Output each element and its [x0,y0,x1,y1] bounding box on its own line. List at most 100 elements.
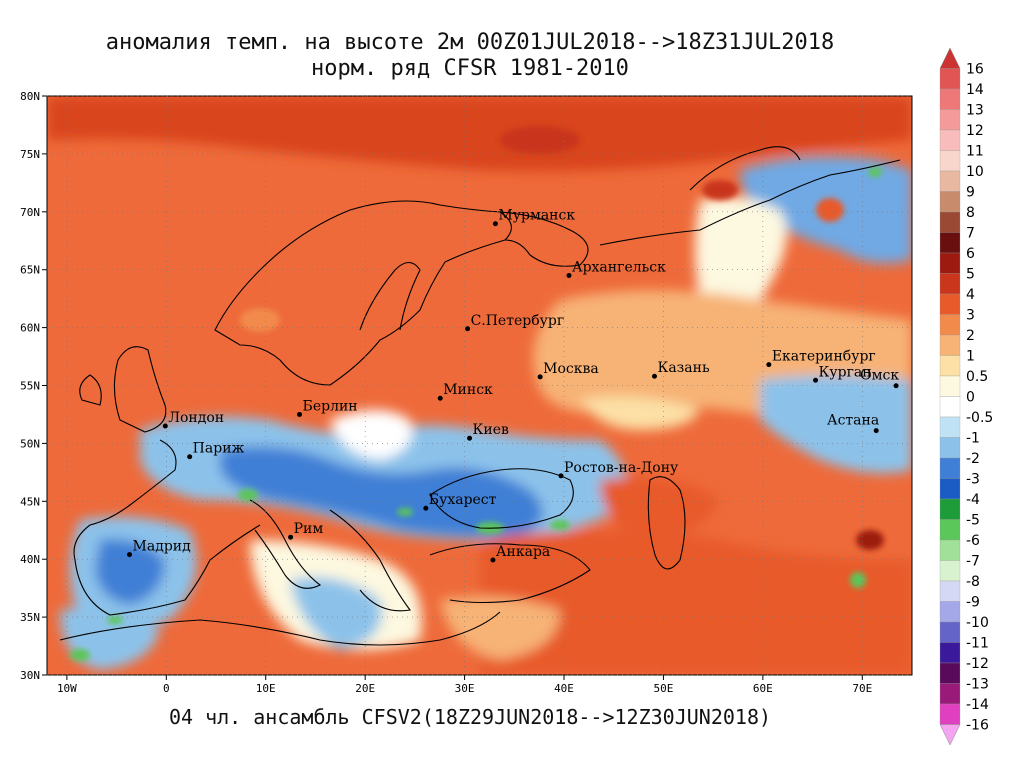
map-title-line-1: аномалия темп. на высоте 2м 00Z01JUL2018… [105,30,835,55]
colorbar-label: 6 [966,246,975,262]
city-label: Берлин [303,398,358,414]
colorbar-swatch [939,683,961,705]
colorbar-label: -10 [966,615,989,631]
lat-tick-label: 60N [20,322,40,335]
colorbar-label: -11 [966,636,989,652]
colorbar-label: 10 [966,164,984,180]
city-label: Мадрид [133,539,192,555]
city-label: Мурманск [498,208,575,224]
colorbar-swatch [939,150,961,172]
colorbar-swatch [939,88,961,110]
colorbar-label: 13 [966,103,984,119]
lat-tick-label: 40N [20,553,40,566]
colorbar-swatch [939,232,961,254]
colorbar-swatch [939,437,961,459]
city-dot [423,505,429,511]
colorbar-label: -6 [966,533,980,549]
colorbar-label: -4 [966,492,980,508]
colorbar-label: -16 [966,718,989,734]
colorbar-swatch [939,621,961,643]
colorbar-label: -1 [966,431,980,447]
city-label: Астана [827,413,879,429]
colorbar-swatch [939,539,961,561]
colorbar-label: 4 [966,287,975,303]
colorbar-swatch [939,334,961,356]
city-label: Омск [860,368,899,384]
colorbar-swatch [939,478,961,500]
city-label: Ростов-на-Дону [564,460,679,476]
colorbar-arrow-bottom [939,724,961,746]
colorbar-swatch [939,662,961,684]
colorbar-label: -13 [966,677,989,693]
colorbar-label: 9 [966,185,975,201]
map-title-line-2: норм. ряд CFSR 1981-2010 [311,56,629,81]
city-dot [813,377,819,383]
city-dot [288,534,294,540]
lat-tick-label: 35N [20,611,40,624]
colorbar-swatch [939,580,961,602]
city-label: Киев [473,422,509,438]
colorbar-swatch [939,252,961,274]
colorbar-label: 3 [966,308,975,324]
colorbar-label: 5 [966,267,975,283]
colorbar-swatch [939,560,961,582]
colorbar-label: 0 [966,390,975,406]
ensemble-footer: 04 чл. ансамбль CFSV2(18Z29JUN2018-->12Z… [168,705,772,729]
colorbar-label: -8 [966,574,980,590]
colorbar-label: 14 [966,82,984,98]
lon-tick-label: 10W [57,682,77,695]
city-dot [437,395,443,401]
colorbar-swatch [939,314,961,336]
city-dot [490,557,496,563]
city-dot [297,411,303,417]
city-dot [127,552,133,558]
colorbar-swatch [939,191,961,213]
colorbar-arrow-top [939,47,961,69]
city-dot [187,454,193,460]
colorbar-swatch [939,396,961,418]
lat-tick-label: 75N [20,148,40,161]
colorbar-swatch [939,170,961,192]
colorbar-label: 2 [966,328,975,344]
city-label: Москва [543,361,599,377]
city-label: Курган [819,364,872,380]
city-label: Бухарест [429,492,497,508]
lat-tick-label: 50N [20,437,40,450]
lon-tick-label: 70E [852,682,872,695]
city-dot [558,473,564,479]
city-dot [492,221,498,227]
colorbar-label: 1 [966,349,975,365]
lat-tick-label: 80N [20,90,40,103]
lat-tick-label: 65N [20,264,40,277]
lon-tick-label: 60E [753,682,773,695]
colorbar-label: -14 [966,697,989,713]
city-markers: Мурманск Архангельск С.Петербург Москва Каза… [127,208,899,563]
colorbar-label: 11 [966,144,984,160]
coastlines [59,146,901,646]
colorbar-swatch [939,703,961,725]
colorbar-swatch [939,375,961,397]
colorbar-label: -9 [966,595,980,611]
city-label: Архангельск [572,259,666,275]
colorbar-label: -2 [966,451,980,467]
city-label: С.Петербург [471,313,565,329]
colorbar-swatch [939,601,961,623]
colorbar-swatch [939,273,961,295]
city-label: Париж [193,441,245,457]
city-label: Анкара [496,544,550,560]
city-dot [537,374,543,380]
lat-tick-label: 45N [20,495,40,508]
colorbar-label: -3 [966,472,980,488]
colorbar-swatch [939,498,961,520]
axis-ticks: 10W 0 10E 20E 30E 40E 50E 60E 70E 30N 35N 40N 45N 50N… [20,90,872,695]
colorbar-swatch [939,129,961,151]
colorbar-label: 7 [966,226,975,242]
city-label: Казань [657,360,709,376]
city-dot [893,383,899,389]
colorbar-label: 16 [966,62,984,78]
lon-tick-label: 40E [554,682,574,695]
colorbar-swatch [939,355,961,377]
lat-tick-label: 70N [20,206,40,219]
